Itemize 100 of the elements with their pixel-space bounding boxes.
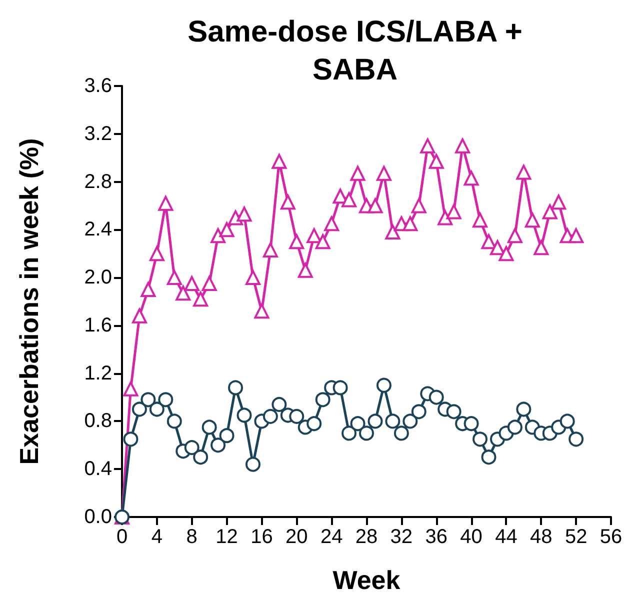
point [524,212,540,228]
point [236,408,252,423]
y-tick-label: 3.6 [84,75,112,97]
point [140,392,156,408]
y-tick-label: 3.2 [84,122,112,145]
point [245,270,260,286]
point [219,428,234,444]
point [332,380,348,396]
y-tick-label: 2.0 [84,266,112,289]
point [402,216,418,232]
point [272,154,287,169]
x-tick-label: 4 [151,526,162,548]
point [350,166,366,181]
point [359,426,374,441]
point [166,414,182,429]
point [472,432,488,447]
point [289,234,304,250]
point [534,240,549,256]
point [568,432,584,447]
point [202,420,217,435]
point [219,222,234,238]
point [193,450,208,465]
point [438,210,453,226]
point [315,392,330,408]
point [368,198,383,214]
x-tick-label: 28 [355,526,378,548]
point [149,246,164,262]
point [464,170,479,186]
point [236,206,252,222]
x-tick-label: 36 [425,526,448,548]
point [376,378,392,393]
point [342,426,357,441]
point [272,396,287,412]
point [306,416,322,432]
point [228,380,244,396]
point [123,381,138,396]
point [306,228,322,244]
y-tick-label: 2.8 [84,170,112,193]
point [280,194,296,210]
point [385,414,400,429]
point [315,234,330,250]
point [490,240,505,256]
point [202,276,217,292]
point [350,416,366,432]
x-tick-label: 20 [286,526,308,548]
point [420,138,436,154]
point [542,204,558,220]
point [254,304,270,319]
point [149,402,164,417]
point [245,456,260,472]
y-tick-label: 1.6 [84,314,112,336]
point [472,212,488,228]
point [481,234,496,250]
point [428,154,444,169]
point [193,292,208,307]
point [376,166,392,181]
point [481,450,496,465]
x-tick-label: 12 [216,526,238,548]
point [132,402,147,417]
point [132,308,147,324]
x-tick-label: 8 [186,526,198,548]
point [411,404,426,420]
point [385,224,400,240]
point [455,138,470,154]
point [402,414,418,429]
x-tick-label: 24 [320,526,343,548]
y-tick-label: 1.2 [84,362,112,384]
point [507,228,522,244]
y-tick-label: 0.0 [84,506,112,528]
x-tick-label: 56 [600,526,622,548]
point [324,216,340,232]
y-axis-title: Exacerbations in week (%) [14,138,44,465]
point [184,276,200,292]
point [464,416,479,432]
point [210,228,226,244]
x-axis-title: Week [332,565,401,595]
point [560,414,575,429]
point [289,408,304,424]
x-tick-label: 52 [564,526,588,548]
x-tick-label: 44 [495,526,518,548]
y-tick-label: 0.4 [84,458,112,480]
point [446,204,462,220]
x-tick-label: 0 [116,526,128,548]
point [446,404,462,420]
point [262,408,278,424]
point [568,228,584,244]
point [551,194,566,210]
chart-title: Same-dose ICS/LABA + SABA [188,16,522,86]
point [298,262,313,278]
point [411,198,426,214]
point [342,192,357,208]
point [140,282,156,298]
x-tick-label: 32 [390,526,413,548]
x-tick-label: 16 [250,526,273,548]
point [498,246,514,262]
x-tick-label: 48 [530,526,552,548]
point [516,402,532,417]
x-tick-label: 40 [460,526,482,548]
y-tick-label: 2.4 [84,218,112,241]
point [507,420,522,435]
